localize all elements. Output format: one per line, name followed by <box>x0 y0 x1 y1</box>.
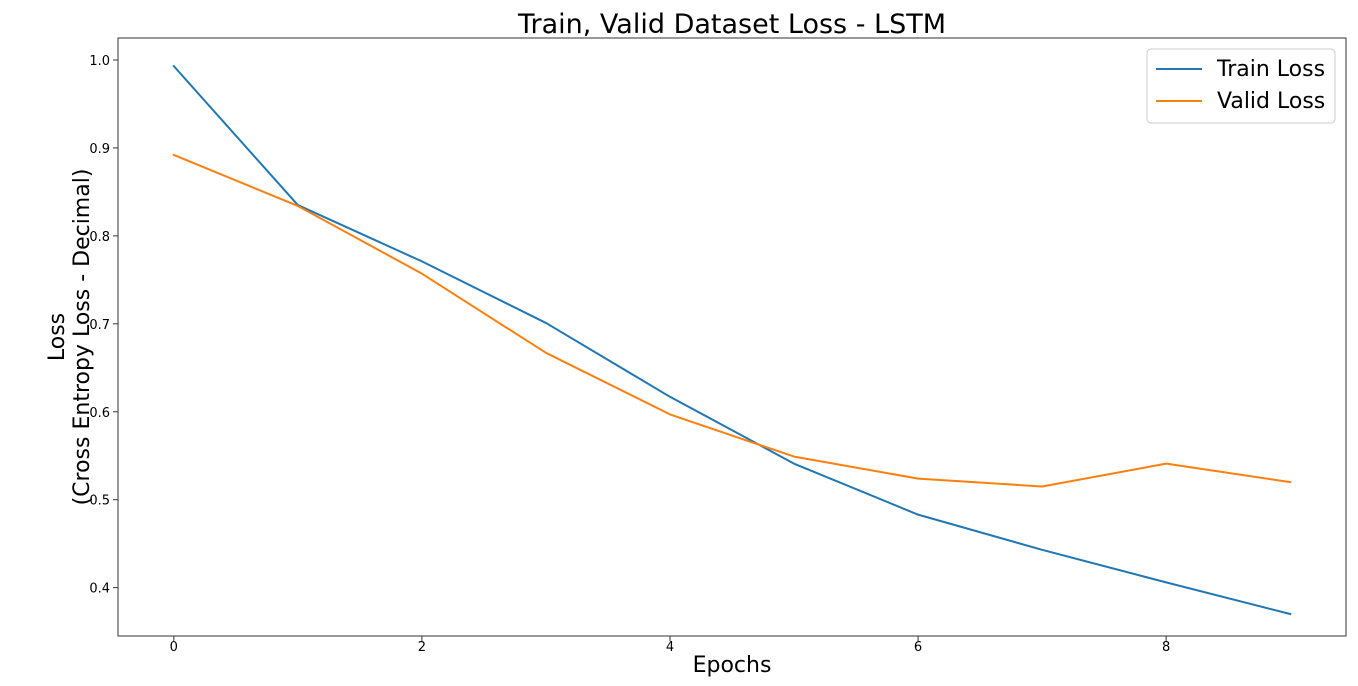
y-tick-label: 0.9 <box>89 142 110 157</box>
x-tick-label: 6 <box>914 640 922 655</box>
y-axis-title: Loss (Cross Entropy Loss - Decimal) <box>45 169 95 506</box>
y-tick-label: 1.0 <box>89 54 110 69</box>
plot-area-frame <box>117 37 1347 637</box>
y-axis-ticks: 0.4 0.5 0.6 0.7 0.8 0.9 1.0 <box>89 54 118 597</box>
y-tick-label: 0.5 <box>89 494 110 509</box>
x-tick-label: 4 <box>666 640 674 655</box>
chart-title: Train, Valid Dataset Loss - LSTM <box>517 9 946 40</box>
x-axis-title: Epochs <box>693 653 772 678</box>
y-axis-title-line2: (Cross Entropy Loss - Decimal) <box>70 169 95 506</box>
series-line-train-loss <box>172 64 1292 616</box>
x-axis-ticks: 0 2 4 6 8 <box>170 636 1170 655</box>
series-line-valid-loss <box>172 153 1292 488</box>
x-tick-label: 8 <box>1162 640 1170 655</box>
legend-train-loss-label: Train Loss <box>1216 57 1325 82</box>
y-tick-label: 0.4 <box>89 582 110 597</box>
y-tick-label: 0.8 <box>89 230 110 245</box>
y-tick-label: 0.6 <box>89 406 110 421</box>
x-tick-label: 0 <box>170 640 178 655</box>
series-lines <box>172 64 1292 616</box>
legend-box <box>1146 48 1336 124</box>
y-axis-title-line1: Loss <box>45 313 70 361</box>
x-tick-label: 2 <box>418 640 426 655</box>
legend-valid-loss-label: Valid Loss <box>1217 89 1325 114</box>
y-tick-label: 0.7 <box>89 318 110 333</box>
legend: Train Loss Valid Loss <box>1146 48 1336 124</box>
